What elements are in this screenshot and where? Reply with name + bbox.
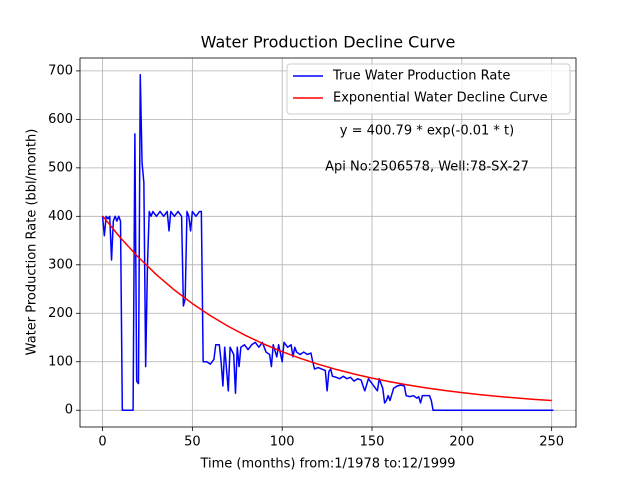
y-tick-label: 100 [48,354,73,369]
y-tick-label: 400 [48,209,73,224]
x-tick-label: 250 [539,435,564,450]
y-tick-label: 700 [48,63,73,78]
x-tick-label: 200 [449,435,474,450]
plot-frame [79,57,577,428]
data-line [101,74,554,411]
y-axis-label: Water Production Rate (bbl/month) [25,129,40,356]
y-tick-label: 0 [65,403,73,418]
x-tick-label: 50 [184,435,201,450]
x-tick-label: 100 [270,435,295,450]
data-line [101,215,552,402]
legend-label: Exponential Water Decline Curve [333,91,548,106]
annotation: y = 400.79 * exp(-0.01 * t) [340,124,514,139]
x-axis-label: Time (months) from:1/1978 to:12/1999 [199,457,455,472]
y-tick-label: 500 [48,160,73,175]
legend-box [286,63,571,115]
chart-title: Water Production Decline Curve [201,33,456,52]
y-tick-label: 300 [48,257,73,272]
x-tick-label: 0 [98,435,106,450]
x-tick-label: 150 [360,435,385,450]
y-tick-label: 200 [48,306,73,321]
y-tick-label: 600 [48,112,73,127]
legend-label: True Water Production Rate [332,69,510,84]
annotation: Api No:2506578, Well:78-SX-27 [325,160,529,175]
